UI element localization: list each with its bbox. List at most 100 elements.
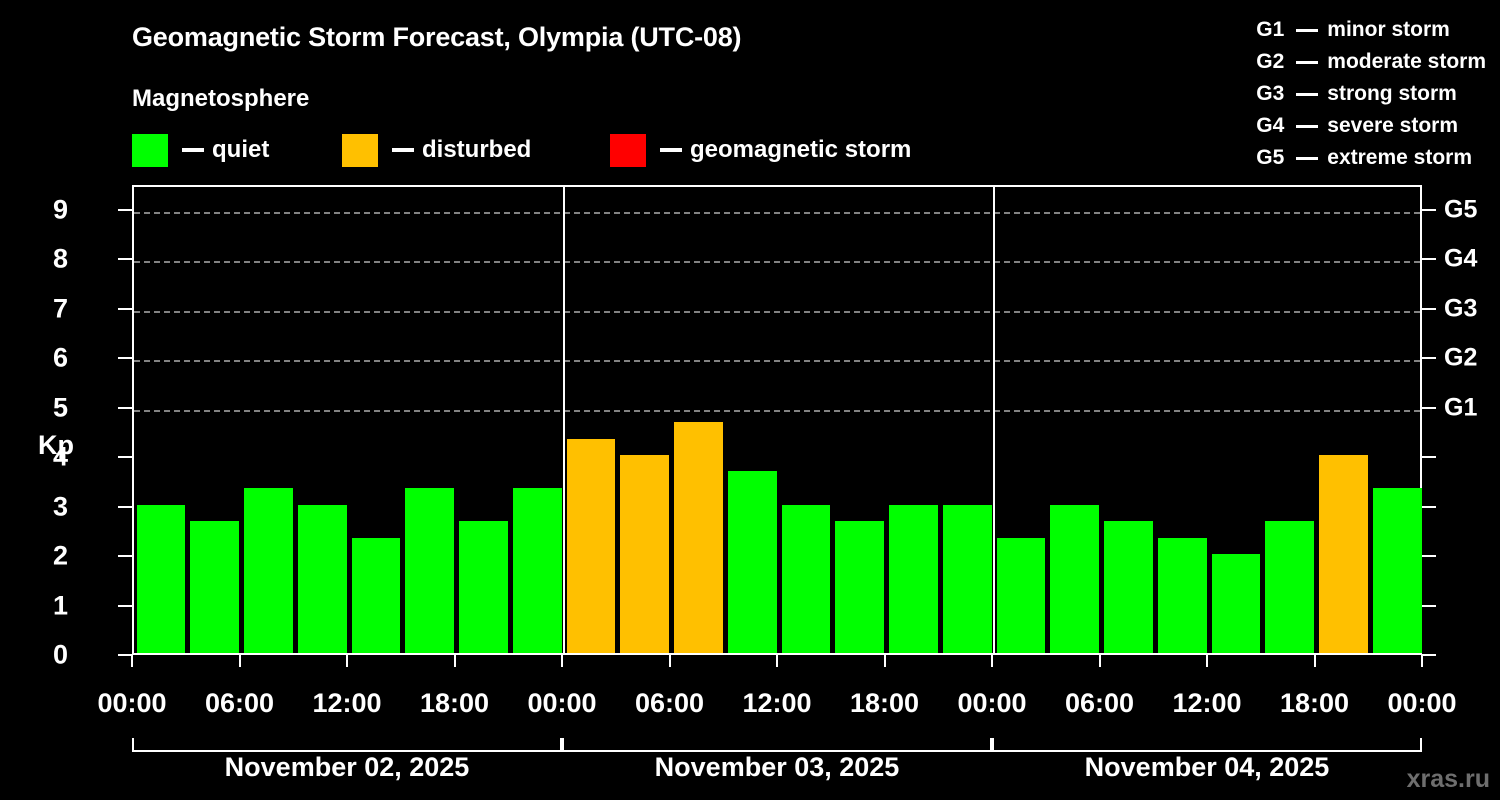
x-tick-label: 06:00 [634,688,705,718]
gridline-kp-7 [134,310,1420,313]
legend-item-geomagnetic-storm: geomagnetic storm [610,132,911,168]
bar [566,438,616,653]
x-tick-mark [561,655,563,667]
x-tick-label: 12:00 [1172,688,1242,718]
x-tick-label: 00:00 [1387,688,1457,718]
y-tick-mark-2 [118,555,132,558]
g-axis-label-g5: G5 [1444,195,1478,224]
bar [136,504,186,653]
g-scale-dash-icon [1296,156,1319,160]
gridline-kp-6 [134,360,1420,363]
legend-item-disturbed: disturbed [342,132,531,168]
g-scale-row-g5: G5 extreme storm [1256,142,1486,174]
bar-series [134,187,1422,653]
g-scale-row-g4: G4 severe storm [1256,110,1486,142]
day-bracket [132,738,562,752]
x-tick-label: 18:00 [419,688,490,718]
x-tick-label: 06:00 [204,688,275,718]
g-scale-row-g1: G1 minor storm [1256,14,1486,46]
watermark: xras.ru [1406,765,1490,793]
y-tick-mark-4 [118,456,132,459]
x-tick-mark [238,655,241,667]
y-tick-mark-right-8 [1422,258,1436,261]
x-tick-mark [1098,655,1101,667]
bar [1211,554,1261,653]
x-tick-mark [991,655,993,667]
legend-item-quiet: quiet [132,132,269,168]
bar [512,488,562,653]
g-scale-dash-icon [1296,60,1319,64]
day-separator [993,187,995,653]
bar [1319,455,1368,653]
x-tick-mark [1313,655,1316,667]
day-bracket [562,738,992,752]
g-scale-code-g2: G2 [1256,50,1285,73]
legend-label-geomagnetic-storm: geomagnetic storm [690,136,912,163]
y-tick-label-5: 5 [52,392,68,423]
y-tick-mark-right-6 [1422,357,1436,360]
y-tick-mark-right-3 [1422,505,1436,508]
bar [620,455,669,653]
legend-swatch-disturbed [342,133,378,167]
y-tick-label-6: 6 [52,342,68,373]
bar [244,488,293,653]
x-tick-mark [1206,655,1208,667]
g-axis-label-g2: G2 [1444,343,1478,372]
g-scale-dash-icon [1296,92,1319,96]
page-title: Geomagnetic Storm Forecast, Olympia (UTC… [132,22,742,52]
x-tick-mark [453,655,456,667]
bar [727,471,777,653]
legend-label-disturbed: disturbed [422,136,532,163]
bar [1372,488,1422,653]
legend-swatch-geomagnetic-storm [610,133,646,167]
x-tick-label: 06:00 [1064,688,1135,718]
y-tick-mark-7 [118,307,132,310]
g-axis-label-g3: G3 [1444,294,1478,323]
g-scale-desc-g5: extreme storm [1327,146,1473,169]
y-tick-mark-6 [118,357,132,360]
legend-dash-icon [392,148,414,152]
bar [835,520,884,653]
day-separator [563,187,565,653]
x-tick-label: 00:00 [97,688,167,718]
x-tick-mark [776,655,778,667]
bar [351,537,401,653]
g-scale-desc-g1: minor storm [1327,18,1450,41]
y-tick-mark-right-9 [1422,208,1436,211]
x-tick-mark [1421,655,1423,667]
y-tick-mark-8 [118,258,132,261]
date-label: November 04, 2025 [1084,752,1330,782]
date-label: November 02, 2025 [224,752,470,782]
g-scale-row-g3: G3 strong storm [1256,78,1486,110]
x-tick-mark [346,655,348,667]
g-scale-desc-g2: moderate storm [1327,50,1486,73]
bar [1157,537,1207,653]
y-tick-mark-right-2 [1422,555,1436,558]
y-tick-mark-5 [118,406,132,409]
chart-subtitle: Magnetosphere [132,85,310,112]
x-tick-label: 12:00 [742,688,812,718]
g-axis-label-g1: G1 [1444,393,1478,422]
g-scale-code-g3: G3 [1256,82,1285,105]
bar [942,504,992,653]
y-tick-label-4: 4 [52,441,68,472]
x-tick-label: 00:00 [957,688,1027,718]
bar [674,421,723,653]
bar [297,504,347,653]
x-tick-label: 18:00 [849,688,920,718]
y-tick-label-3: 3 [52,491,68,522]
g-scale-legend: G1 minor storm G2 moderate storm G3 strong st… [1256,14,1486,174]
y-tick-mark-right-0 [1422,654,1436,656]
legend-swatch-quiet [132,133,168,167]
gridline-kp-9 [134,211,1420,214]
y-tick-label-9: 9 [52,194,68,225]
x-tick-mark [668,655,671,667]
y-tick-label-1: 1 [52,590,68,621]
bar [459,520,508,653]
g-axis-label-g4: G4 [1444,244,1478,273]
bar [781,504,831,653]
y-tick-mark-right-1 [1422,604,1436,607]
y-tick-label-2: 2 [52,540,68,571]
y-tick-mark-3 [118,505,132,508]
